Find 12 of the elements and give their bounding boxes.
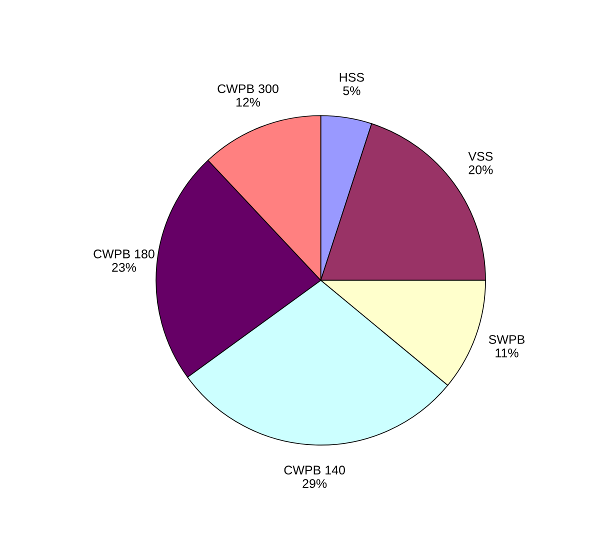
slice-label: CWPB 300 — [218, 84, 278, 94]
data-label: 11% — [496, 348, 518, 358]
data-label: 29% — [302, 479, 327, 488]
slice-label: SWPB — [488, 335, 525, 344]
slice-label: CWPB 140 — [284, 466, 345, 475]
data-label: 12% — [236, 98, 260, 107]
slice-label: HSS — [340, 72, 364, 82]
data-label: 5% — [343, 86, 360, 96]
slice-label: VSS — [468, 152, 493, 161]
data-label: 23% — [112, 262, 136, 272]
data-label: 20% — [468, 165, 493, 174]
slice-label: CWPB 180 — [94, 250, 154, 258]
